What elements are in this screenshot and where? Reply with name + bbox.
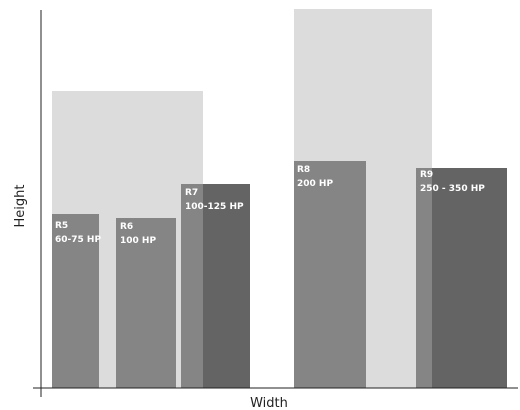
frame-r7-rear-block xyxy=(203,184,250,388)
frame-r7-rating: 100-125 HP xyxy=(185,202,244,212)
frame-r8-block xyxy=(294,161,366,388)
frame-r6-block xyxy=(116,218,176,388)
frame-r7-code: R7 xyxy=(185,188,198,198)
frame-r5-rating: 60-75 HP xyxy=(55,235,101,245)
y-axis-label: Height xyxy=(13,185,28,228)
frame-r9-rear-block xyxy=(432,168,507,388)
frame-r8-code: R8 xyxy=(297,165,310,175)
frame-r8-rating: 200 HP xyxy=(297,179,333,189)
frame-r6-code: R6 xyxy=(120,222,133,232)
frame-r9-block xyxy=(416,168,432,388)
frame-r5-code: R5 xyxy=(55,221,68,231)
frame-r7-block xyxy=(181,184,203,388)
frame-r6-rating: 100 HP xyxy=(120,236,156,246)
x-axis-label: Width xyxy=(250,396,288,410)
frame-r5-block xyxy=(52,214,99,388)
frame-r9-code: R9 xyxy=(420,170,433,180)
frame-r9-rating: 250 - 350 HP xyxy=(420,184,485,194)
